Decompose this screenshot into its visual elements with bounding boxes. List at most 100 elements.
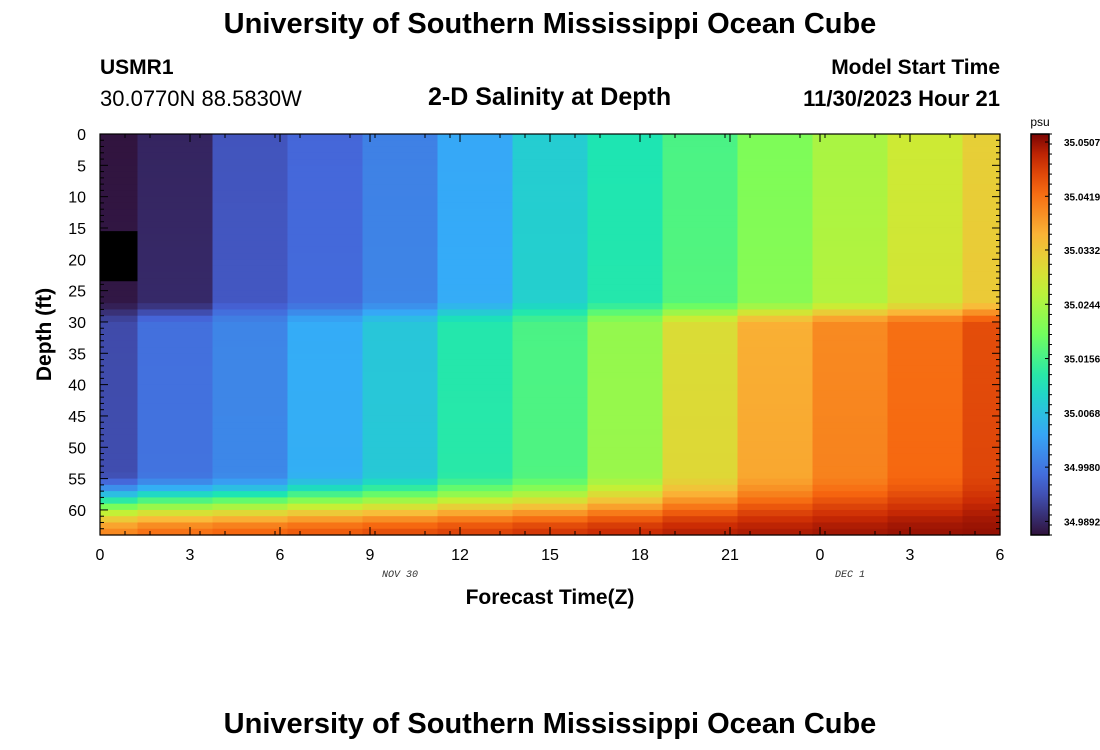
heatmap-cell	[362, 202, 439, 210]
heatmap-cell	[812, 234, 889, 242]
heatmap-cell	[887, 340, 964, 348]
heatmap-cell	[962, 347, 1001, 354]
heatmap-cell	[662, 353, 739, 361]
heatmap-cell	[287, 215, 364, 223]
heatmap-cell	[287, 359, 364, 367]
heatmap-cell	[662, 215, 739, 223]
heatmap-cell	[212, 516, 289, 524]
heatmap-cell	[437, 165, 514, 173]
heatmap-cell	[662, 259, 739, 267]
page-title: University of Southern Mississippi Ocean…	[223, 8, 877, 40]
heatmap-cell	[100, 177, 139, 185]
heatmap-cell	[287, 152, 364, 160]
heatmap-cell	[362, 290, 439, 298]
heatmap-cell	[362, 466, 439, 473]
heatmap-cell	[287, 221, 364, 229]
heatmap-cell	[137, 278, 214, 285]
heatmap-cell	[137, 522, 214, 530]
heatmap-cell	[962, 284, 1001, 292]
heatmap-cell	[362, 353, 439, 361]
heatmap-cell	[212, 209, 289, 217]
heatmap-cell	[587, 397, 664, 405]
heatmap-cell	[212, 259, 289, 267]
heatmap-cell	[587, 253, 664, 260]
heatmap-cell	[362, 215, 439, 223]
heatmap-cell	[137, 340, 214, 348]
heatmap-cell	[737, 278, 814, 285]
heatmap-cell	[287, 253, 364, 260]
y-axis-label: Depth (ft)	[33, 288, 56, 381]
heatmap-cell	[737, 472, 814, 480]
heatmap-cell	[437, 284, 514, 292]
heatmap-cell	[962, 265, 1001, 273]
heatmap-cell	[362, 459, 439, 467]
heatmap-cell	[812, 441, 889, 448]
heatmap-cell	[212, 290, 289, 298]
heatmap-cell	[737, 227, 814, 235]
heatmap-cell	[287, 321, 364, 329]
heatmap-cell	[887, 227, 964, 235]
heatmap-cell	[812, 221, 889, 229]
heatmap-cell	[737, 509, 814, 517]
heatmap-cell	[362, 347, 439, 354]
heatmap-cell	[212, 447, 289, 455]
heatmap-cell	[512, 422, 589, 430]
heatmap-cell	[962, 428, 1001, 436]
heatmap-cell	[512, 497, 589, 505]
heatmap-cell	[887, 453, 964, 461]
heatmap-cell	[212, 347, 289, 354]
heatmap-cell	[587, 403, 664, 411]
heatmap-cell	[662, 390, 739, 398]
heatmap-cell	[362, 522, 439, 530]
heatmap-cell	[812, 171, 889, 179]
heatmap-cell	[512, 340, 589, 348]
heatmap-cell	[287, 472, 364, 480]
heatmap-cell	[662, 478, 739, 486]
heatmap-cell	[287, 478, 364, 486]
heatmap-cell	[587, 422, 664, 430]
heatmap-cell	[362, 321, 439, 329]
colorbar-tick-label: 35.0244	[1064, 300, 1100, 311]
heatmap-cell	[137, 190, 214, 198]
heatmap-cell	[512, 196, 589, 204]
heatmap-cell	[887, 140, 964, 148]
heatmap-cell	[812, 372, 889, 379]
heatmap-cell	[812, 315, 889, 323]
heatmap-cell	[962, 290, 1001, 298]
heatmap-cell	[812, 409, 889, 417]
heatmap-cell	[662, 522, 739, 530]
heatmap-cell	[737, 259, 814, 267]
heatmap-cell	[962, 177, 1001, 185]
heatmap-cell	[962, 303, 1001, 311]
heatmap-cell	[587, 221, 664, 229]
heatmap-cell	[100, 415, 139, 423]
heatmap-cell	[662, 491, 739, 499]
heatmap-cell	[437, 196, 514, 204]
heatmap-cell	[887, 240, 964, 248]
x-tick-label: 21	[721, 547, 739, 564]
heatmap-cell	[587, 453, 664, 461]
heatmap-cell	[962, 453, 1001, 461]
heatmap-cell	[887, 353, 964, 361]
heatmap-cell	[287, 190, 364, 198]
heatmap-cell	[887, 246, 964, 254]
heatmap-cell	[212, 509, 289, 517]
heatmap-cell	[662, 365, 739, 373]
heatmap-cell	[212, 503, 289, 511]
heatmap-cell	[212, 315, 289, 323]
heatmap-cell	[812, 503, 889, 511]
heatmap-cell	[100, 441, 139, 448]
heatmap-cell	[512, 140, 589, 148]
heatmap-cell	[662, 234, 739, 242]
heatmap-cell	[100, 516, 139, 524]
colorbar-tick-label: 34.9892	[1064, 517, 1100, 528]
heatmap-cell	[512, 240, 589, 248]
heatmap-cell	[437, 359, 514, 367]
heatmap-cell	[812, 309, 889, 317]
heatmap-cell	[287, 497, 364, 505]
heatmap-cell	[662, 453, 739, 461]
heatmap-cell	[287, 503, 364, 511]
heatmap-cell	[587, 190, 664, 198]
heatmap-cell	[137, 478, 214, 486]
heatmap-cell	[437, 259, 514, 267]
